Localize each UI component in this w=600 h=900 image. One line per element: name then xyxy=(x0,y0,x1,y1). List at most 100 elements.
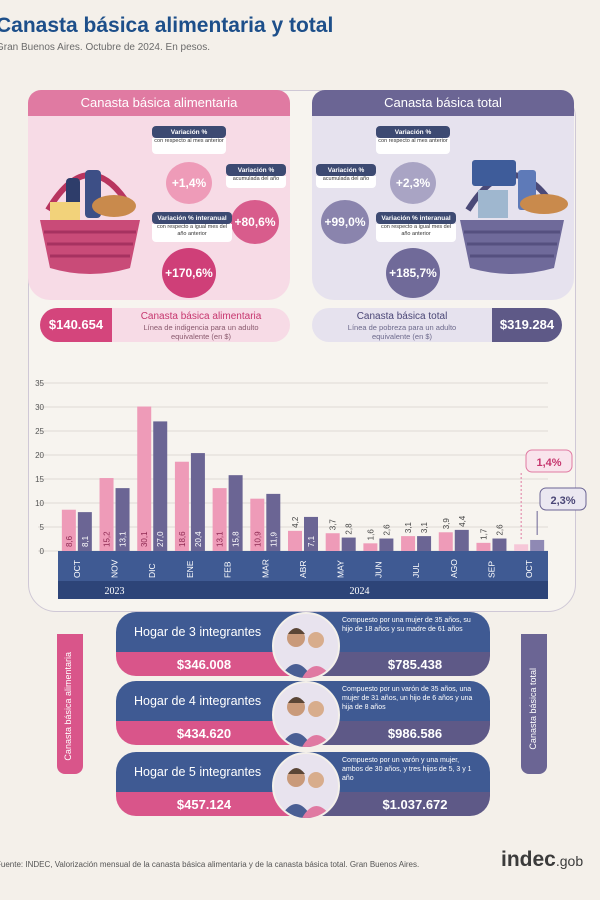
year-label: 2023 xyxy=(105,586,125,597)
value-label: 20,4 xyxy=(194,531,203,547)
value-label: 13,1 xyxy=(119,531,128,547)
cbt-cumulative-value: +99,0% xyxy=(321,200,369,244)
y-tick-label: 5 xyxy=(40,523,45,532)
y-tick-label: 0 xyxy=(40,547,45,556)
month-tick-label: AGO xyxy=(449,559,459,578)
cba-monthly-card-sub: con respecto al mes anterior xyxy=(152,138,226,154)
household-description: Compuesto por un varón y una mujer, ambo… xyxy=(342,757,472,782)
cbt-yoy-card-sub: con respecto a igual mes del año anterio… xyxy=(376,224,456,242)
household-desc-bar xyxy=(324,612,490,652)
cba-monthly-card-label: Variación % xyxy=(152,126,226,138)
cba-yoy-card-label: Variación % interanual xyxy=(152,212,232,224)
page-subtitle: Gran Buenos Aires. Octubre de 2024. En p… xyxy=(0,42,211,53)
cba-bar xyxy=(363,543,378,551)
cba-yoy-card-sub: con respecto a igual mes del año anterio… xyxy=(152,224,232,242)
cbt-bar xyxy=(153,421,168,551)
cba-sidebar xyxy=(57,634,83,774)
y-tick-label: 15 xyxy=(35,475,44,484)
cba-bar xyxy=(325,533,340,551)
cba-sidebar-label: Canasta básica alimentaria xyxy=(63,652,73,761)
value-label: 10,9 xyxy=(253,531,262,547)
value-label: 7,1 xyxy=(307,535,316,547)
cbt-price: $319.284 xyxy=(492,308,562,342)
cbt-bar xyxy=(77,512,92,551)
cbt-bar xyxy=(266,493,281,551)
cba-price: $140.654 xyxy=(40,308,112,342)
cbt-desc-sub: Línea de pobreza para un adulto equivale… xyxy=(347,323,457,341)
household-desc-bar xyxy=(324,681,490,721)
cba-callout: 1,4% xyxy=(536,457,561,469)
household-cbt-value: $1.037.672 xyxy=(382,797,448,812)
cbt-bar xyxy=(341,537,356,551)
cbt-cumulative-card-label: Variación % xyxy=(316,164,376,176)
cba-bar xyxy=(476,542,491,551)
cbt-monthly-card-label: Variación % xyxy=(376,126,450,138)
month-tick-label: JUN xyxy=(373,561,383,578)
cbt-callout-box xyxy=(539,487,587,511)
cbt-monthly-value: +2,3% xyxy=(390,162,436,204)
household-desc-bar xyxy=(324,752,490,792)
cba-bar xyxy=(61,509,76,551)
month-tick-label: MAR xyxy=(260,559,270,578)
month-tick-label: SEP xyxy=(486,561,496,578)
month-tick-label: JUL xyxy=(411,563,421,578)
cbt-price-desc-box xyxy=(312,308,492,342)
cba-desc-sub: Línea de indigencia para un adulto equiv… xyxy=(143,323,259,341)
value-label: 4,4 xyxy=(458,515,467,527)
indec-logo: indec.gob xyxy=(501,848,584,871)
cba-bar xyxy=(212,488,227,551)
cbt-bar xyxy=(190,453,205,551)
month-tick-label: NOV xyxy=(110,559,120,578)
y-tick-label: 35 xyxy=(35,379,44,388)
goods-basket-icon xyxy=(460,160,568,274)
cbt-bar xyxy=(228,475,243,551)
value-label: 11,9 xyxy=(269,531,278,547)
month-tick-label: ENE xyxy=(185,560,195,578)
cbt-callout: 2,3% xyxy=(550,495,575,507)
cbt-panel-title: Canasta básica total xyxy=(312,90,574,116)
value-label: 15,8 xyxy=(232,531,241,547)
page-title: Canasta básica alimentaria y total xyxy=(0,14,334,37)
month-tick-label: ABR xyxy=(298,561,308,578)
cba-bar xyxy=(250,498,265,551)
value-label: 1,6 xyxy=(366,529,375,541)
cba-cumulative-card-sub: acumulada del año xyxy=(226,176,286,188)
cbt-yoy-card-label: Variación % interanual xyxy=(376,212,456,224)
cbt-cumulative-card-sub: acumulada del año xyxy=(316,176,376,188)
cbt-yoy-value: +185,7% xyxy=(386,248,440,298)
cba-cumulative-card-label: Variación % xyxy=(226,164,286,176)
value-label: 27,0 xyxy=(156,531,165,547)
value-label: 2,8 xyxy=(345,523,354,535)
y-tick-label: 10 xyxy=(35,499,44,508)
value-label: 4,2 xyxy=(291,516,300,528)
food-basket-icon xyxy=(40,170,140,274)
value-label: 13,1 xyxy=(216,531,225,547)
cba-bar xyxy=(99,478,114,551)
household-cba-bar xyxy=(116,652,292,676)
cbt-sidebar-label: Canasta básica total xyxy=(528,668,538,750)
household-cba-value: $434.620 xyxy=(176,726,232,741)
cbt-bar xyxy=(379,538,394,551)
cba-bar xyxy=(514,544,529,551)
household-description: Compuesto por una mujer de 35 años, su h… xyxy=(342,617,471,633)
value-label: 8,1 xyxy=(81,535,90,547)
value-label: 3,7 xyxy=(329,519,338,531)
month-tick-label: FEB xyxy=(223,561,233,578)
value-label: 18,6 xyxy=(178,531,187,547)
y-tick-label: 25 xyxy=(35,427,44,436)
cba-yoy-value: +170,6% xyxy=(162,248,216,298)
y-tick-label: 20 xyxy=(35,451,44,460)
household-cba-bar xyxy=(116,792,292,816)
household-cba-value: $457.124 xyxy=(176,797,232,812)
household-title: Hogar de 3 integrantes xyxy=(134,625,262,639)
cba-price-desc-box xyxy=(112,308,290,342)
cba-desc-title: Canasta básica alimentaria xyxy=(140,311,262,322)
household-cbt-value: $785.438 xyxy=(387,657,443,672)
cbt-bar xyxy=(304,516,318,551)
cba-bar xyxy=(438,532,453,551)
cbt-desc-title: Canasta básica total xyxy=(356,311,448,322)
value-label: 3,1 xyxy=(404,521,413,533)
value-label: 2,6 xyxy=(382,524,391,536)
cba-monthly-value: +1,4% xyxy=(166,162,212,204)
y-tick-label: 30 xyxy=(35,403,44,412)
